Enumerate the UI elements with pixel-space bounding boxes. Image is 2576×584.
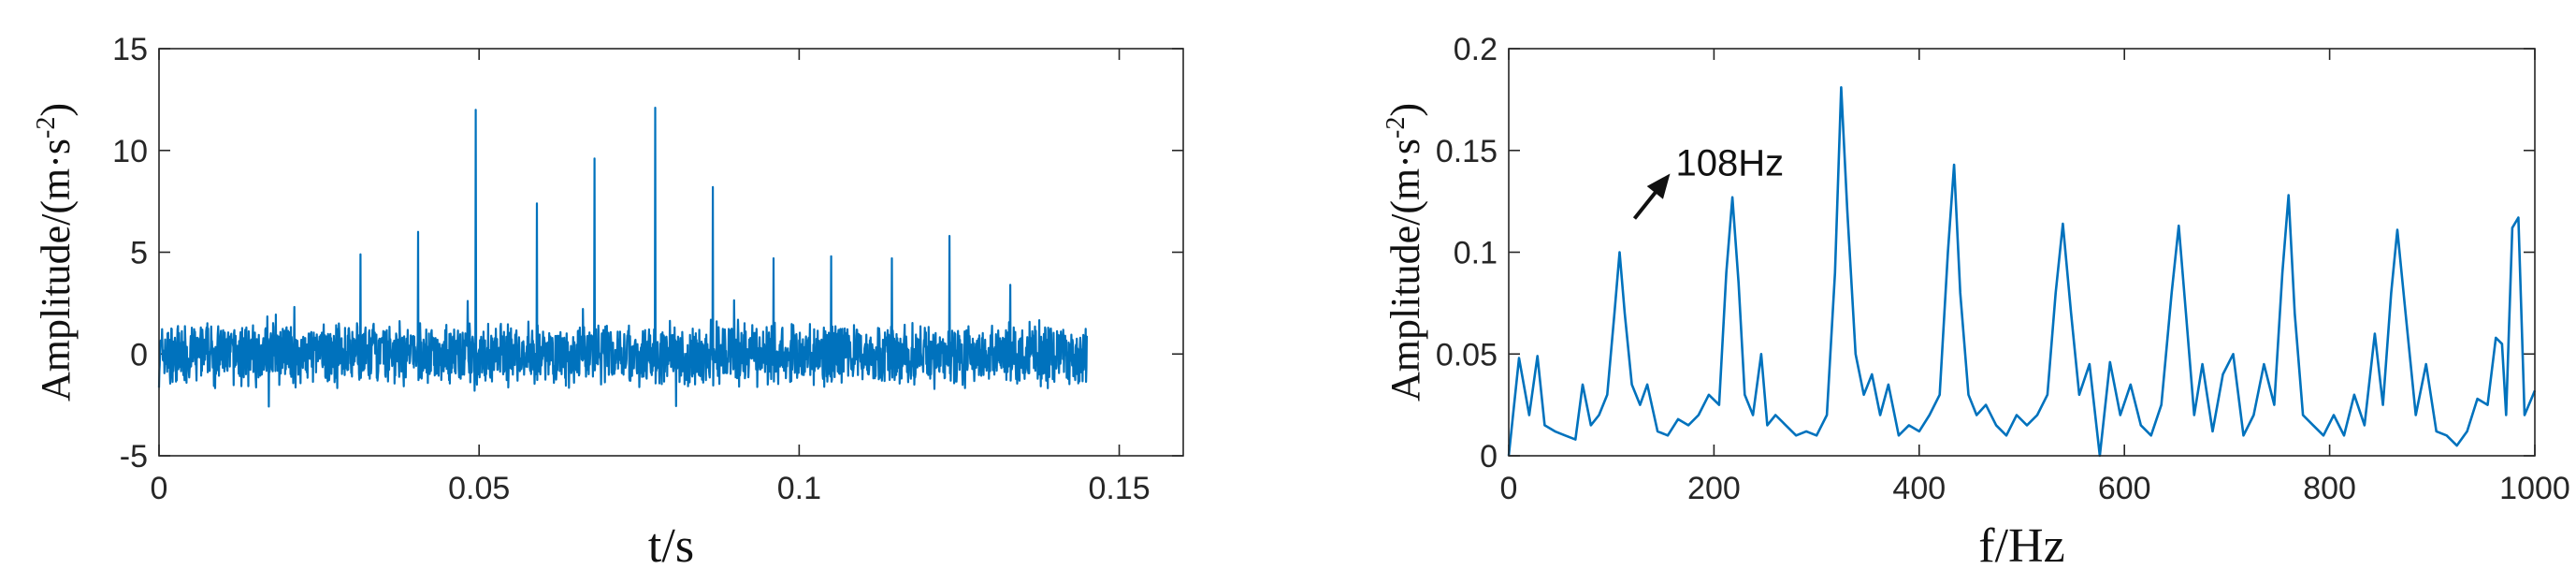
y-tick-label: 0 — [1480, 439, 1498, 474]
y-tick-label: 5 — [130, 236, 148, 271]
y-tick-label: 0.2 — [1454, 32, 1498, 67]
x-tick-label: 0.15 — [1088, 471, 1150, 506]
y-tick-label: -5 — [120, 439, 148, 474]
time-domain-y-axis-label-sup: -2 — [32, 117, 61, 139]
peak-annotation-label: 108Hz — [1675, 143, 1784, 184]
frequency-spectrum-line — [1507, 86, 2537, 458]
peak-annotation: 108Hz — [1632, 143, 1784, 220]
frequency-domain-chart: 0 200 400 600 800 1000 0 0.05 0.1 0.15 0.2 Amplitu… — [1382, 32, 2570, 573]
x-tick-label: 400 — [1892, 471, 1946, 506]
y-tick-label: 10 — [112, 134, 148, 169]
frequency-domain-y-axis-label-main: Amplitude/(m·s — [1382, 139, 1428, 402]
time-domain-y-axis-label: Amplitude/(m·s-2) — [32, 103, 79, 402]
time-domain-y-axis-label-tail: ) — [33, 103, 79, 117]
y-tick-label: 0.05 — [1436, 337, 1498, 372]
time-domain-signal-line — [157, 107, 1088, 408]
time-domain-y-axis-label-main: Amplitude/(m·s — [33, 139, 79, 402]
frequency-domain-y-axis-label: Amplitude/(m·s-2) — [1382, 103, 1428, 402]
frequency-domain-y-axis-label-tail: ) — [1382, 103, 1428, 117]
x-tick-label: 600 — [2098, 471, 2151, 506]
x-tick-label: 0.1 — [777, 471, 821, 506]
x-tick-label: 800 — [2303, 471, 2356, 506]
x-tick-label: 0 — [1500, 471, 1518, 506]
time-domain-plot-frame — [158, 48, 1184, 457]
time-domain-ticks — [158, 48, 1183, 457]
time-domain-x-axis-label: t/s — [648, 519, 694, 573]
frequency-domain-y-axis-label-sup: -2 — [1382, 117, 1411, 139]
frequency-domain-plot-frame — [1508, 48, 2536, 457]
y-tick-label: 0 — [130, 337, 148, 372]
y-tick-label: 0.15 — [1436, 134, 1498, 169]
x-tick-label: 0 — [151, 471, 168, 506]
y-tick-label: 15 — [112, 32, 148, 67]
y-tick-label: 0.1 — [1454, 236, 1498, 271]
x-tick-label: 0.05 — [448, 471, 510, 506]
x-tick-label: 1000 — [2499, 471, 2570, 506]
annotation-arrowhead-icon — [1646, 173, 1671, 199]
x-tick-label: 200 — [1687, 471, 1741, 506]
frequency-domain-tick-labels: 0 200 400 600 800 1000 0 0.05 0.1 0.15 0.2 — [1436, 32, 2570, 506]
frequency-domain-x-axis-label: f/Hz — [1978, 519, 2064, 573]
